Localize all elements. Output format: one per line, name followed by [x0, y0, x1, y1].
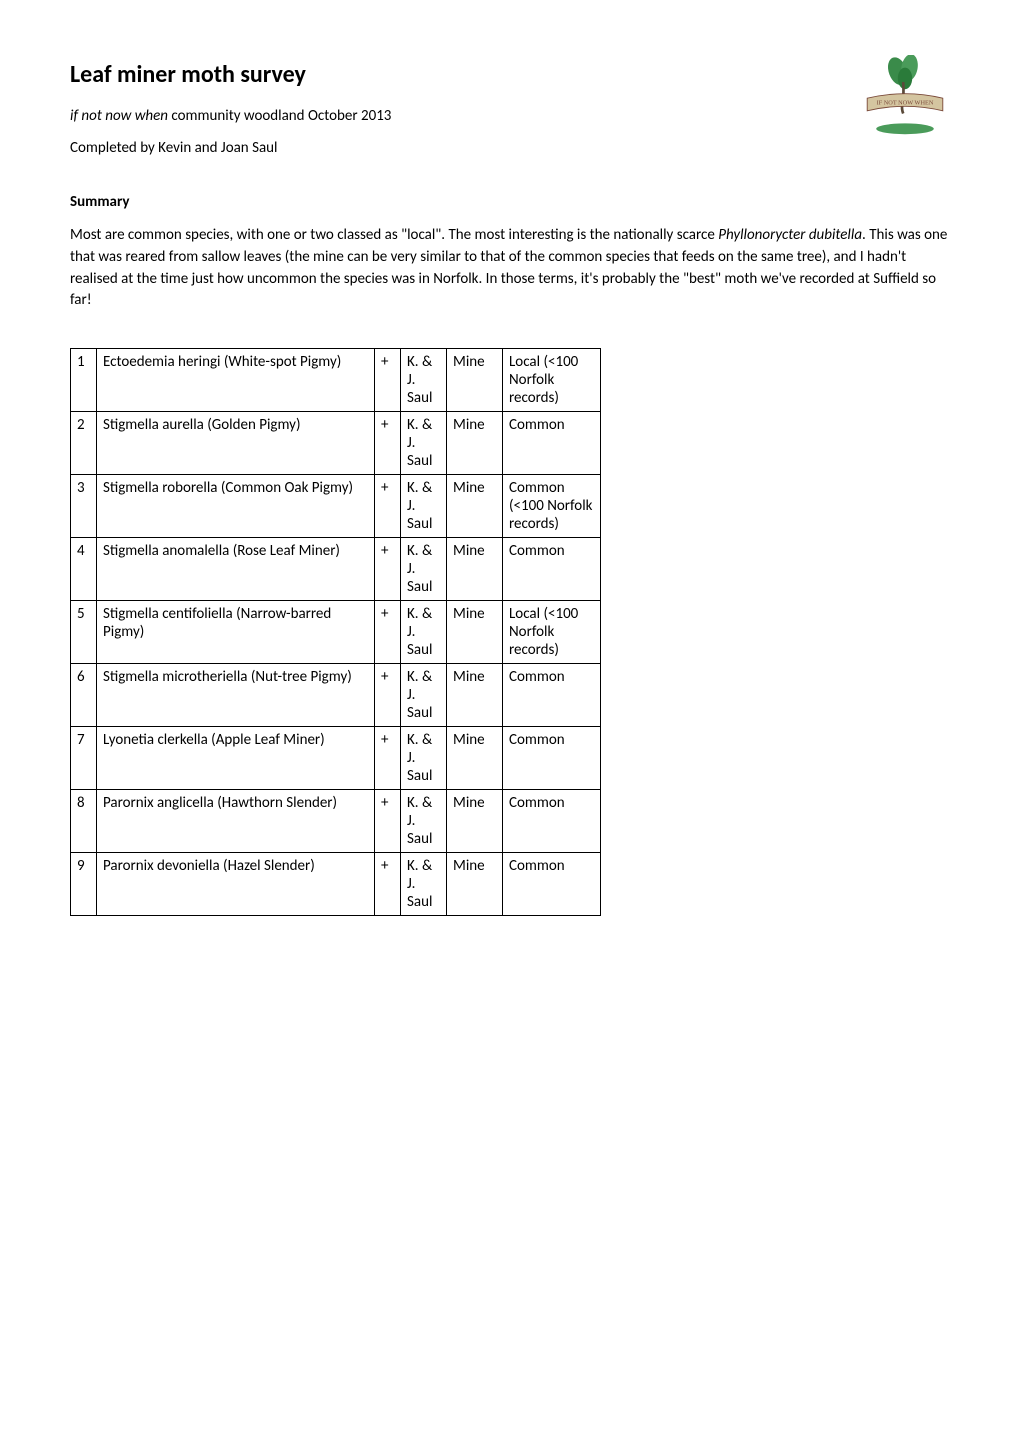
cell-num: 9	[71, 853, 97, 916]
cell-name: Stigmella centifoliella (Narrow-barred P…	[97, 601, 375, 664]
cell-mine: Mine	[447, 790, 503, 853]
completed-by: Completed by Kevin and Joan Saul	[70, 139, 950, 157]
cell-plus: +	[375, 349, 401, 412]
cell-name: Stigmella anomalella (Rose Leaf Miner)	[97, 538, 375, 601]
table-row: 8Parornix anglicella (Hawthorn Slender)+…	[71, 790, 601, 853]
cell-init: K. & J. Saul	[401, 412, 447, 475]
cell-mine: Mine	[447, 853, 503, 916]
cell-plus: +	[375, 664, 401, 727]
cell-num: 5	[71, 601, 97, 664]
cell-init: K. & J. Saul	[401, 538, 447, 601]
cell-name: Ectoedemia heringi (White-spot Pigmy)	[97, 349, 375, 412]
table-row: 9Parornix devoniella (Hazel Slender)+K. …	[71, 853, 601, 916]
cell-status: Common	[503, 664, 601, 727]
cell-status: Common	[503, 538, 601, 601]
subtitle-italic: if not now when	[70, 107, 168, 125]
cell-init: K. & J. Saul	[401, 853, 447, 916]
cell-mine: Mine	[447, 349, 503, 412]
subtitle-rest: community woodland October 2013	[168, 107, 391, 125]
cell-status: Local (<100 Norfolk records)	[503, 349, 601, 412]
cell-init: K. & J. Saul	[401, 349, 447, 412]
table-row: 4Stigmella anomalella (Rose Leaf Miner)+…	[71, 538, 601, 601]
cell-mine: Mine	[447, 727, 503, 790]
page-title: Leaf miner moth survey	[70, 60, 950, 89]
cell-num: 8	[71, 790, 97, 853]
cell-init: K. & J. Saul	[401, 790, 447, 853]
cell-init: K. & J. Saul	[401, 727, 447, 790]
cell-status: Common	[503, 727, 601, 790]
cell-plus: +	[375, 727, 401, 790]
cell-name: Stigmella aurella (Golden Pigmy)	[97, 412, 375, 475]
table-row: 6Stigmella microtheriella (Nut-tree Pigm…	[71, 664, 601, 727]
cell-init: K. & J. Saul	[401, 664, 447, 727]
cell-mine: Mine	[447, 664, 503, 727]
cell-status: Local (<100 Norfolk records)	[503, 601, 601, 664]
summary-body: Most are common species, with one or two…	[70, 225, 950, 312]
cell-plus: +	[375, 601, 401, 664]
table-row: 5Stigmella centifoliella (Narrow-barred …	[71, 601, 601, 664]
subtitle: if not now when community woodland Octob…	[70, 107, 950, 125]
cell-num: 1	[71, 349, 97, 412]
logo-banner-text: IF NOT NOW WHEN	[877, 100, 934, 107]
cell-plus: +	[375, 475, 401, 538]
cell-mine: Mine	[447, 412, 503, 475]
cell-num: 3	[71, 475, 97, 538]
cell-mine: Mine	[447, 538, 503, 601]
table-row: 7Lyonetia clerkella (Apple Leaf Miner)+K…	[71, 727, 601, 790]
cell-name: Stigmella roborella (Common Oak Pigmy)	[97, 475, 375, 538]
cell-plus: +	[375, 538, 401, 601]
summary-part-0: Most are common species, with one or two…	[70, 226, 718, 244]
logo-image: IF NOT NOW WHEN	[860, 55, 950, 145]
table-row: 3Stigmella roborella (Common Oak Pigmy)+…	[71, 475, 601, 538]
cell-name: Parornix devoniella (Hazel Slender)	[97, 853, 375, 916]
cell-num: 7	[71, 727, 97, 790]
table-row: 2Stigmella aurella (Golden Pigmy)+K. & J…	[71, 412, 601, 475]
table-row: 1Ectoedemia heringi (White-spot Pigmy)+K…	[71, 349, 601, 412]
cell-plus: +	[375, 853, 401, 916]
cell-plus: +	[375, 790, 401, 853]
cell-name: Stigmella microtheriella (Nut-tree Pigmy…	[97, 664, 375, 727]
cell-plus: +	[375, 412, 401, 475]
cell-status: Common (<100 Norfolk records)	[503, 475, 601, 538]
cell-init: K. & J. Saul	[401, 601, 447, 664]
cell-num: 2	[71, 412, 97, 475]
cell-name: Parornix anglicella (Hawthorn Slender)	[97, 790, 375, 853]
cell-init: K. & J. Saul	[401, 475, 447, 538]
species-table: 1Ectoedemia heringi (White-spot Pigmy)+K…	[70, 348, 601, 916]
cell-status: Common	[503, 412, 601, 475]
summary-part-italic: Phyllonorycter dubitella	[718, 226, 862, 244]
cell-mine: Mine	[447, 601, 503, 664]
cell-status: Common	[503, 853, 601, 916]
cell-status: Common	[503, 790, 601, 853]
cell-num: 4	[71, 538, 97, 601]
cell-num: 6	[71, 664, 97, 727]
cell-name: Lyonetia clerkella (Apple Leaf Miner)	[97, 727, 375, 790]
cell-mine: Mine	[447, 475, 503, 538]
summary-heading: Summary	[70, 193, 950, 211]
